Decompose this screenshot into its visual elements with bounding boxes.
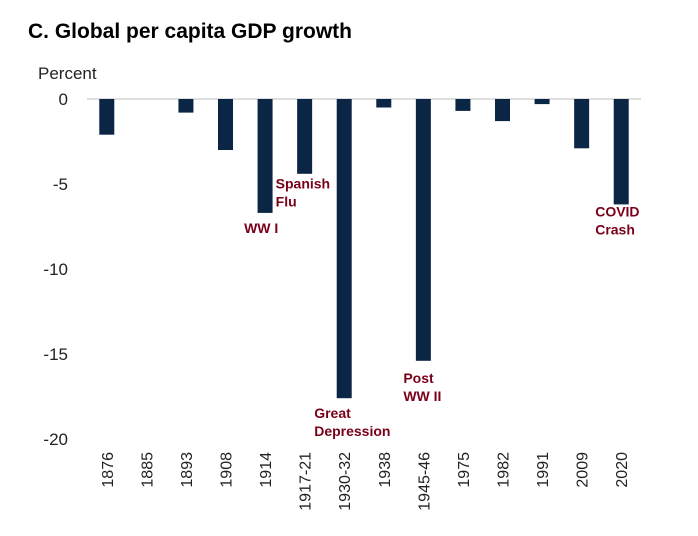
x-tick-label: 1876 xyxy=(100,452,117,488)
bar-1917-21 xyxy=(297,99,313,174)
y-axis-label: Percent xyxy=(38,64,97,83)
bar-1945-46 xyxy=(415,99,431,361)
x-tick-label: 1914 xyxy=(258,452,275,488)
x-tick-label: 1908 xyxy=(219,452,236,488)
x-tick-label: 1938 xyxy=(377,452,394,488)
y-tick-label: 0 xyxy=(59,90,68,109)
bar-1876 xyxy=(99,99,115,135)
x-tick-label: 2020 xyxy=(614,452,631,488)
x-tick-label: 2009 xyxy=(575,452,592,488)
x-tick-label: 1893 xyxy=(179,452,196,488)
bar-1893 xyxy=(178,99,194,113)
bar-2020 xyxy=(613,99,629,205)
bar-1938 xyxy=(376,99,392,108)
x-tick-label: 1991 xyxy=(535,452,552,488)
x-tick-label: 1917-21 xyxy=(298,452,315,511)
bar-1982 xyxy=(495,99,510,122)
annotation-1917-21: Spanish Flu xyxy=(276,175,330,209)
chart-title: C. Global per capita GDP growth xyxy=(28,20,352,43)
y-tick-label: -15 xyxy=(43,345,68,364)
annotation-1945-46: Post WW II xyxy=(403,370,441,404)
y-tick-label: -5 xyxy=(53,175,68,194)
x-tick-label: 1930-32 xyxy=(337,452,354,511)
bar-1975 xyxy=(455,99,471,111)
bar-1914 xyxy=(257,99,273,213)
x-tick-label: 1982 xyxy=(496,452,513,488)
annotation-2020: COVID Crash xyxy=(595,203,639,237)
x-tick-label: 1975 xyxy=(456,452,473,488)
bar-1991 xyxy=(534,99,550,105)
x-tick-label: 1885 xyxy=(139,452,156,488)
bar-2009 xyxy=(574,99,590,149)
x-tick-label: 1945-46 xyxy=(416,452,433,511)
bar-1930-32 xyxy=(336,99,352,399)
annotation-1914: WW I xyxy=(244,220,278,236)
y-tick-label: -20 xyxy=(43,430,68,449)
bar-1908 xyxy=(218,99,233,150)
y-tick-label: -10 xyxy=(43,260,68,279)
annotation-1930-32: Great Depression xyxy=(314,405,390,439)
